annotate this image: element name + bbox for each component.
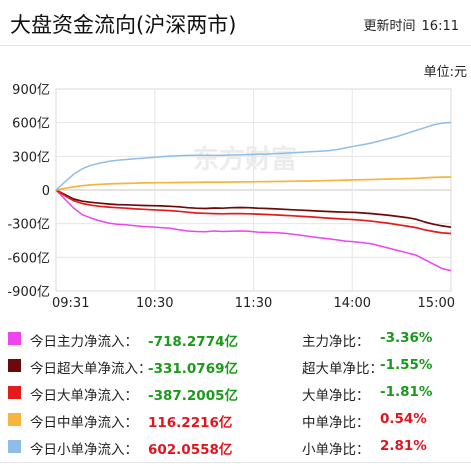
legend-value-super-large: -331.0769亿 (148, 361, 238, 377)
legend-value-large: -387.2005亿 (148, 388, 238, 404)
legend-row-medium: 今日中单净流入： 116.2216亿 中单净比： 0.54% (0, 409, 471, 431)
update-time: 更新时间 16:11 (358, 15, 459, 34)
legend-label-large: 今日大单净流入： (30, 388, 138, 404)
y-tick-label: -600亿 (7, 251, 50, 266)
legend-value-small: 602.0558亿 (148, 442, 233, 458)
x-tick-label: 14:00 (334, 296, 371, 311)
legend-row-small: 今日小单净流入： 602.0558亿 小单净比： 2.81% (0, 436, 471, 458)
update-time-label: 更新时间 (363, 19, 416, 34)
ratio-label-medium: 中单净比： (302, 415, 370, 431)
ratio-value-medium: 0.54% (380, 411, 427, 427)
x-tick-label: 15:00 (418, 296, 455, 311)
legend-swatch-main (8, 332, 21, 345)
legend-label-main: 今日主力净流入： (30, 334, 138, 350)
watermark-text: 东方财富 (193, 144, 297, 175)
unit-label: 单位:元 (423, 65, 467, 80)
ratio-value-small: 2.81% (380, 438, 427, 454)
y-tick-label: 900亿 (12, 83, 50, 98)
x-tick-label: 09:31 (52, 296, 89, 311)
legend-row-main: 今日主力净流入： -718.2774亿 主力净比： -3.36% (0, 328, 471, 350)
header: 大盘资金流向(沪深两市) 更新时间 16:11 (0, 0, 471, 46)
header-divider (0, 45, 471, 46)
y-tick-label: 600亿 (12, 117, 50, 132)
series-line-3 (55, 176, 452, 191)
legend-swatch-small (8, 440, 21, 453)
page-title: 大盘资金流向(沪深两市) (10, 13, 237, 37)
legend-row-super-large: 今日超大单净流入： -331.0769亿 超大单净比： -1.55% (0, 355, 471, 377)
ratio-value-main: -3.36% (380, 330, 433, 346)
footer-divider (0, 462, 471, 463)
legend-row-large: 今日大单净流入： -387.2005亿 大单净比： -1.81% (0, 382, 471, 404)
series-line-4 (55, 121, 452, 191)
ratio-label-large: 大单净比： (302, 388, 370, 404)
series-line-0 (55, 189, 452, 272)
y-tick-label: 0 (42, 184, 50, 199)
legend-swatch-super-large (8, 359, 21, 372)
ratio-label-small: 小单净比： (302, 442, 370, 458)
y-tick-label: 300亿 (12, 150, 50, 165)
x-tick-label: 11:30 (235, 296, 272, 311)
series-line-2 (55, 189, 452, 235)
x-tick-label: 10:30 (136, 296, 173, 311)
legend-label-super-large: 今日超大单净流入： (30, 361, 152, 377)
legend-swatch-medium (8, 413, 21, 426)
ratio-value-large: -1.81% (380, 384, 433, 400)
ratio-label-main: 主力净比： (302, 334, 370, 350)
update-time-value: 16:11 (421, 19, 459, 34)
legend-value-main: -718.2774亿 (148, 334, 238, 350)
legend-swatch-large (8, 386, 21, 399)
series-line-1 (55, 189, 452, 229)
y-tick-label: -900亿 (7, 285, 50, 300)
ratio-value-super-large: -1.55% (380, 357, 433, 373)
legend-label-small: 今日小单净流入： (30, 442, 138, 458)
ratio-label-super-large: 超大单净比： (302, 361, 383, 377)
legend-value-medium: 116.2216亿 (148, 415, 233, 431)
legend-label-medium: 今日中单净流入： (30, 415, 138, 431)
y-tick-label: -300亿 (7, 218, 50, 233)
